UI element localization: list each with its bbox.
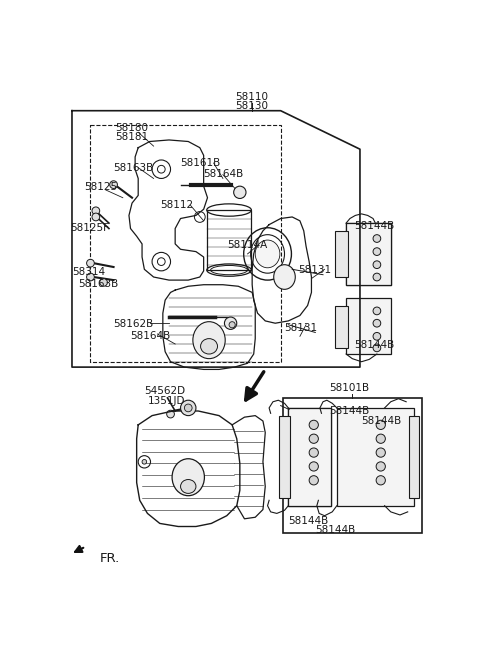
Text: 58110: 58110 — [236, 92, 269, 103]
Text: 58144B: 58144B — [288, 516, 329, 526]
Text: 58161B: 58161B — [180, 157, 221, 168]
Text: 58144B: 58144B — [354, 221, 394, 231]
Text: 58131: 58131 — [299, 264, 332, 275]
Circle shape — [110, 181, 118, 189]
Text: 58112: 58112 — [160, 200, 193, 210]
Text: 58125F: 58125F — [71, 223, 109, 233]
Circle shape — [373, 247, 381, 255]
Circle shape — [373, 261, 381, 268]
Bar — [335, 231, 348, 277]
Circle shape — [142, 460, 147, 464]
Text: 58314: 58314 — [72, 267, 105, 277]
Circle shape — [92, 207, 100, 215]
Ellipse shape — [201, 339, 217, 354]
Circle shape — [86, 259, 94, 267]
Circle shape — [376, 434, 385, 443]
Circle shape — [309, 421, 318, 430]
Circle shape — [229, 322, 235, 328]
Circle shape — [184, 404, 192, 412]
Circle shape — [376, 475, 385, 485]
Circle shape — [234, 186, 246, 199]
Bar — [207, 210, 252, 270]
Text: 58163B: 58163B — [78, 279, 119, 289]
Bar — [337, 408, 414, 505]
Circle shape — [309, 462, 318, 471]
Bar — [288, 408, 331, 505]
Circle shape — [92, 213, 100, 221]
Ellipse shape — [172, 459, 204, 496]
Text: 58144B: 58144B — [361, 415, 402, 426]
Ellipse shape — [255, 240, 280, 268]
Text: FR.: FR. — [100, 552, 120, 565]
Circle shape — [225, 317, 237, 329]
Bar — [335, 306, 348, 348]
Text: 58130: 58130 — [236, 101, 269, 112]
Circle shape — [309, 475, 318, 485]
Ellipse shape — [193, 322, 225, 358]
Circle shape — [86, 273, 94, 281]
Circle shape — [373, 307, 381, 315]
Bar — [283, 398, 421, 533]
Circle shape — [309, 448, 318, 457]
Text: 58101B: 58101B — [329, 383, 369, 392]
Circle shape — [376, 462, 385, 471]
Circle shape — [167, 410, 174, 418]
Text: 1351JD: 1351JD — [147, 396, 185, 406]
Circle shape — [376, 448, 385, 457]
Text: 58131: 58131 — [285, 323, 318, 333]
Text: 58144B: 58144B — [354, 340, 394, 350]
Ellipse shape — [274, 264, 295, 289]
Ellipse shape — [180, 479, 196, 494]
Circle shape — [373, 319, 381, 327]
Text: 58125: 58125 — [84, 182, 118, 193]
Circle shape — [373, 332, 381, 340]
Text: 58181: 58181 — [115, 133, 148, 142]
Text: 58164B: 58164B — [131, 331, 171, 341]
Bar — [90, 125, 281, 362]
Circle shape — [309, 434, 318, 443]
Text: 58144B: 58144B — [329, 406, 370, 415]
Text: 54562D: 54562D — [144, 387, 185, 396]
Circle shape — [100, 279, 108, 286]
Circle shape — [373, 273, 381, 281]
Text: 58114A: 58114A — [227, 240, 267, 250]
Bar — [409, 415, 419, 498]
Circle shape — [373, 344, 381, 352]
Text: 58163B: 58163B — [114, 163, 154, 173]
Circle shape — [180, 400, 196, 415]
Text: 58180: 58180 — [115, 123, 148, 133]
Text: 58164B: 58164B — [204, 169, 244, 179]
Bar — [279, 415, 290, 498]
Circle shape — [376, 421, 385, 430]
Bar — [346, 223, 391, 285]
Text: 58162B: 58162B — [114, 319, 154, 328]
Circle shape — [373, 234, 381, 242]
Text: 58144B: 58144B — [315, 525, 356, 535]
Bar — [346, 298, 391, 354]
